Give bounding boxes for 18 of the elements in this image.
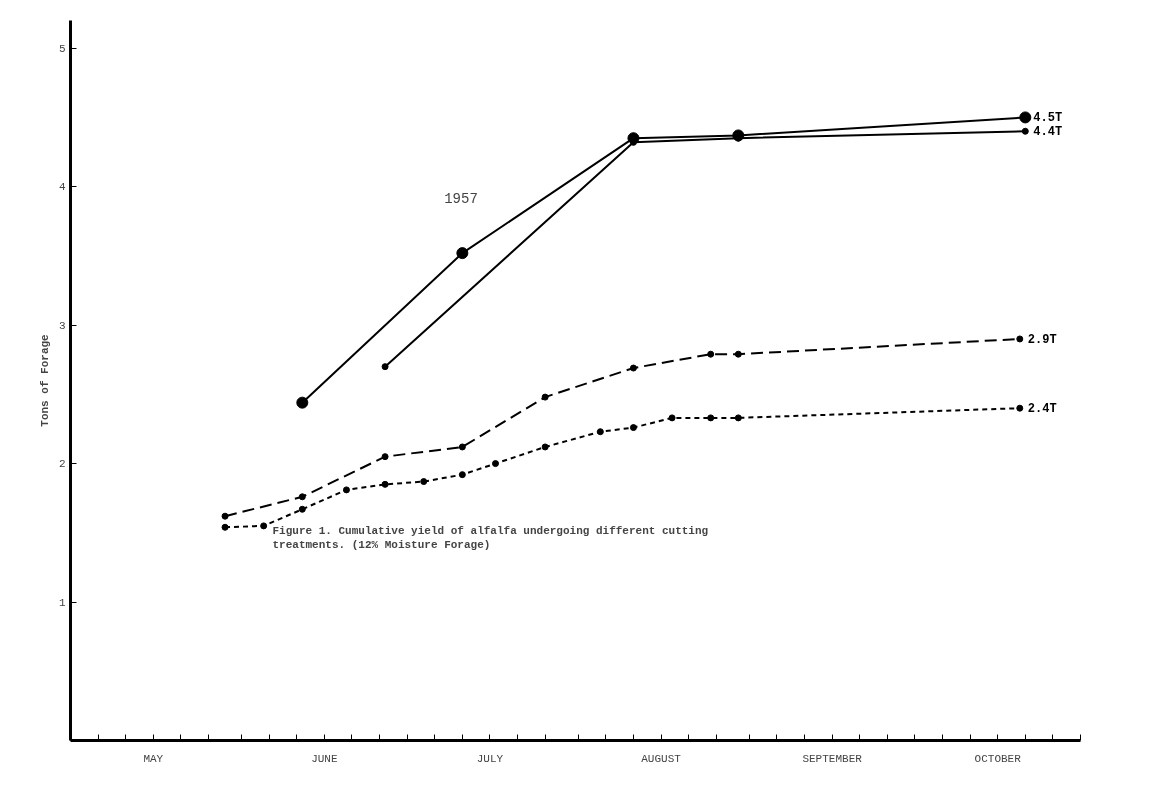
data-label: 4.5T [1033, 111, 1063, 126]
x-tick-label: AUGUST [641, 752, 682, 765]
y-tick-label: 5 [58, 42, 66, 55]
y-axis-title: Tons of Forage [38, 333, 51, 427]
y-tick-label: 3 [58, 319, 66, 332]
x-tick-label: OCTOBER [974, 752, 1022, 765]
data-label: 4.4T [1033, 125, 1063, 140]
y-tick-label: 2 [58, 458, 66, 471]
x-tick-label: SEPTEMBER [802, 752, 863, 765]
x-tick-label: MAY [143, 752, 164, 765]
x-tick-label: JULY [476, 752, 504, 765]
x-tick-label: JUNE [311, 752, 338, 765]
y-tick-label: 4 [58, 181, 66, 194]
annotation: Figure 1. Cumulative yield of alfalfa undergoing different cutting treatments. (12% Moisture Forage) [272, 524, 709, 551]
annotation: 1957 [444, 191, 478, 208]
data-label: 2.9T [1027, 332, 1057, 347]
data-label: 2.4T [1027, 402, 1057, 417]
y-tick-label: 1 [58, 596, 66, 609]
